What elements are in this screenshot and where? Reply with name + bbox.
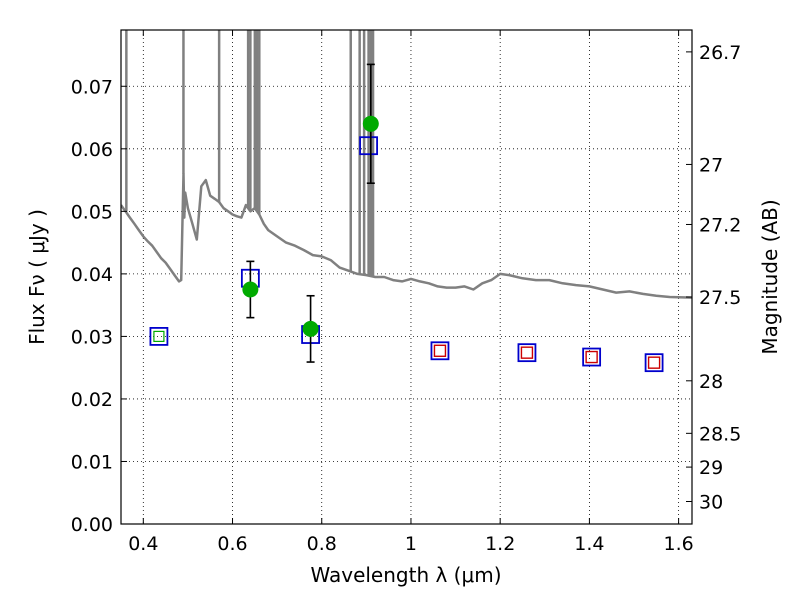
- model-photometry-square: [517, 343, 537, 363]
- y2-tick-label: 29: [699, 457, 723, 479]
- data-markers: [149, 63, 664, 373]
- y2-tick-label: 27.2: [699, 214, 741, 236]
- model-photometry-square: [359, 136, 378, 156]
- model-photometry-square-red: [647, 356, 661, 369]
- observed-point: [302, 320, 319, 337]
- model-spectrum-line: [121, 172, 692, 299]
- model-photometry-square: [149, 327, 169, 346]
- observed-point: [362, 115, 379, 132]
- model-spectrum: [121, 30, 692, 299]
- y-tick-label: 0.01: [71, 451, 113, 473]
- model-photometry-square-green: [153, 330, 165, 343]
- x-tick-label: 1: [405, 533, 417, 555]
- y2-tick-label: 26.7: [699, 42, 741, 64]
- y-tick-label: 0.07: [71, 76, 113, 98]
- y-tick-label: 0.02: [71, 389, 113, 411]
- y-tick-label: 0.03: [71, 326, 113, 348]
- model-photometry-square-red: [433, 344, 447, 357]
- model-photometry-square: [582, 347, 602, 367]
- model-photometry-square-red: [585, 350, 598, 364]
- y2-tick-label: 28: [699, 371, 723, 393]
- y2-tick-label: 28.5: [699, 423, 741, 445]
- x-tick-label: 1.2: [485, 533, 515, 555]
- y-tick-label: 0.05: [71, 201, 113, 223]
- plot-frame: [120, 29, 693, 525]
- y-axis-label: Flux Fν ( μJy ): [25, 209, 49, 345]
- observed-point: [242, 281, 259, 298]
- x-tick-label: 1.4: [574, 533, 604, 555]
- x-tick-label: 0.4: [128, 533, 158, 555]
- x-axis-label: Wavelength λ (μm): [310, 563, 501, 587]
- y2-axis-label: Magnitude (AB): [758, 199, 782, 354]
- y-tick-label: 0.06: [71, 139, 113, 161]
- y2-tick-label: 30: [699, 491, 723, 513]
- y-tick-label: 0.00: [71, 514, 113, 536]
- x-tick-label: 1.6: [664, 533, 694, 555]
- y2-tick-label: 27: [699, 154, 723, 176]
- model-photometry-square-red: [520, 346, 534, 359]
- model-photometry-square: [430, 341, 450, 361]
- axes: 0.4 0.6 0.8 1 1.2 1.4 1.6 0.00 0.01 0.02 0.03 0.04 0…: [71, 30, 741, 555]
- x-tick-label: 0.6: [217, 533, 247, 555]
- model-photometry-square: [644, 353, 664, 373]
- x-tick-label: 0.8: [307, 533, 337, 555]
- grid: [121, 30, 692, 525]
- y2-tick-label: 27.5: [699, 287, 741, 309]
- y-tick-label: 0.04: [71, 264, 113, 286]
